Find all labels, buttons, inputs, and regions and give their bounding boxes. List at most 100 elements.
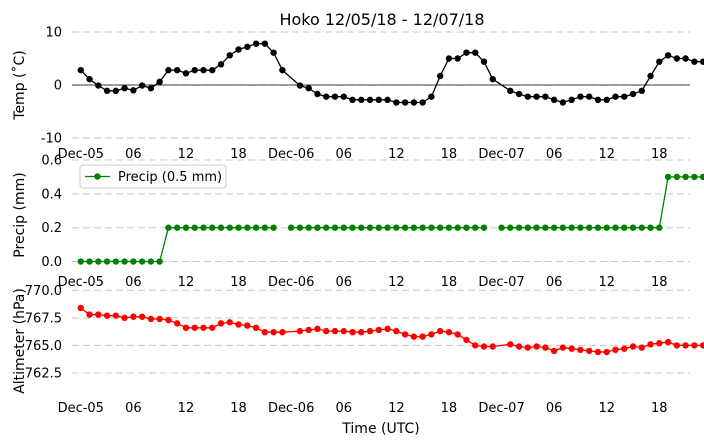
temp-data-point [279, 66, 286, 74]
precip-data-point [305, 224, 312, 231]
precip-data-point [147, 258, 155, 265]
temp-data-point [673, 55, 681, 62]
precip-data-point [138, 258, 146, 265]
precip-data-point [542, 224, 549, 231]
altimeter-x-tick-label: 18 [651, 401, 668, 416]
temp-data-point [533, 93, 540, 100]
precip-data-point [165, 224, 172, 231]
temp-x-tick-label: 06 [546, 147, 563, 162]
precip-y-tick-label: 0.2 [41, 221, 62, 236]
temp-data-point [138, 82, 146, 89]
altimeter-y-tick-label: 765.0 [25, 339, 62, 354]
altimeter-data-point [261, 328, 269, 336]
altimeter-x-tick-label: Dec-06 [268, 401, 314, 416]
altimeter-y-tick-label: 770.0 [25, 284, 62, 299]
precip-data-point [428, 224, 435, 231]
precip-data-point [480, 224, 488, 231]
altimeter-y-axis-label: Altimeter (hPa) [12, 288, 28, 394]
precip-data-point [612, 224, 619, 231]
chart-title: Hoko 12/05/18 - 12/07/18 [279, 10, 484, 29]
precip-data-point [410, 224, 418, 231]
precip-x-tick-label: 06 [546, 275, 563, 290]
temp-y-tick-label: 0 [54, 79, 62, 94]
temp-data-point [410, 99, 418, 106]
temp-data-point [542, 93, 549, 100]
temp-x-tick-label: 06 [125, 147, 142, 162]
temp-data-point [200, 66, 207, 74]
precip-data-point [603, 224, 610, 231]
temp-data-point [182, 70, 190, 77]
altimeter-data-point [629, 343, 637, 350]
altimeter-x-tick-label: 12 [388, 401, 405, 416]
temp-data-point [603, 96, 610, 104]
temp-x-tick-label: 18 [651, 147, 668, 162]
altimeter-data-point [200, 324, 207, 331]
temp-x-tick-label: 12 [598, 147, 615, 162]
altimeter-data-point [559, 344, 567, 351]
altimeter-x-tick-label: 18 [441, 401, 458, 416]
altimeter-x-tick-label: 06 [125, 401, 142, 416]
temp-data-point [366, 96, 374, 104]
temp-data-point [340, 93, 347, 100]
precip-data-point [621, 224, 628, 231]
precip-data-point [472, 224, 479, 231]
precip-data-point [647, 224, 654, 231]
temp-data-point [445, 55, 453, 62]
precip-data-point [682, 173, 689, 181]
precip-x-tick-label: Dec-06 [268, 275, 314, 290]
precip-x-tick-label: Dec-05 [58, 275, 104, 290]
altimeter-y-tick-label: 762.5 [25, 366, 62, 381]
altimeter-x-tick-label: 06 [335, 401, 352, 416]
altimeter-data-point [568, 345, 575, 352]
panel-altimeter: 762.5 765.0 767.5 770.0 Dec-05 06 12 18 Dec-06 06… [12, 284, 704, 416]
altimeter-data-point [235, 321, 242, 328]
altimeter-data-point [173, 320, 181, 327]
altimeter-data-point [95, 311, 102, 318]
precip-data-point [629, 224, 637, 231]
altimeter-data-point [393, 327, 400, 335]
temp-data-point [489, 75, 496, 83]
altimeter-data-point [524, 344, 532, 351]
temp-data-point [112, 87, 120, 95]
temp-data-point [594, 96, 602, 104]
precip-y-tick-label: 0.6 [41, 154, 62, 169]
altimeter-data-point [436, 327, 444, 335]
altimeter-x-tick-label: 06 [546, 401, 563, 416]
altimeter-data-point [244, 322, 251, 329]
temp-data-point [612, 93, 619, 100]
temp-data-point [577, 93, 584, 100]
temp-data-point [296, 82, 304, 89]
temp-data-point [121, 84, 128, 92]
altimeter-data-point [226, 319, 233, 326]
precip-data-point [86, 258, 93, 265]
panel-temperature: -10 0 10 Dec-05 06 12 18 Dec-06 06 12 18 Dec-07 06 12… [11, 26, 704, 162]
altimeter-data-point [682, 342, 689, 349]
temp-data-point [349, 96, 356, 104]
temp-data-point [621, 93, 628, 100]
altimeter-data-point [165, 316, 172, 324]
altimeter-series-line [80, 307, 704, 353]
precip-data-point [366, 224, 374, 231]
altimeter-data-point [656, 340, 663, 347]
altimeter-data-point [191, 324, 198, 331]
precip-x-tick-label: 12 [178, 275, 195, 290]
x-axis-label: Time (UTC) [341, 421, 419, 437]
precip-data-point [182, 224, 190, 231]
temp-x-tick-label: 12 [178, 147, 195, 162]
precip-data-point [77, 258, 84, 265]
temp-data-point [130, 87, 137, 94]
altimeter-data-point [323, 327, 330, 335]
precip-y-axis-label: Precip (mm) [12, 172, 28, 257]
precip-y-tick-label: 0.4 [41, 187, 62, 202]
temp-data-point [217, 61, 225, 68]
legend-box [79, 164, 227, 189]
temp-data-point [585, 93, 593, 100]
precip-data-point [244, 224, 251, 231]
temp-x-tick-label: Dec-05 [58, 147, 104, 162]
precip-x-tick-label: 06 [335, 275, 352, 290]
precip-data-point [296, 224, 304, 231]
temp-data-point [647, 72, 654, 80]
altimeter-x-tick-label: 18 [230, 401, 247, 416]
temp-y-tick-label: 10 [45, 26, 62, 41]
